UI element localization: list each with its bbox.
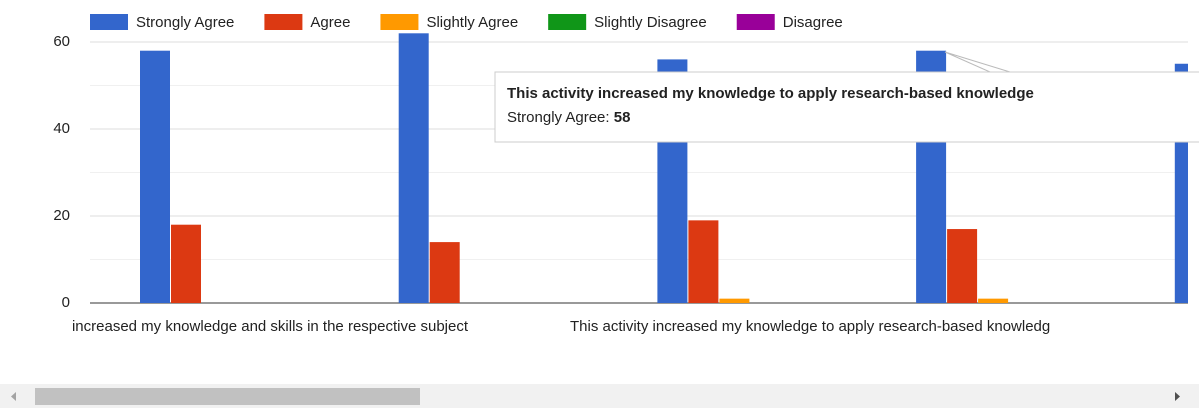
y-tick-label: 20 xyxy=(53,207,70,224)
bar xyxy=(429,242,460,303)
bar xyxy=(140,50,170,304)
legend-swatch xyxy=(736,14,775,30)
x-tick-label: This activity increased my knowledge to … xyxy=(570,318,1050,335)
legend-label: Slightly Agree xyxy=(426,14,518,31)
tooltip-series: Strongly Agree: xyxy=(507,109,610,126)
y-tick-label: 0 xyxy=(62,294,70,311)
scroll-thumb[interactable] xyxy=(35,388,420,405)
legend: Strongly Agree Agree Slightly Agree Slightl… xyxy=(90,14,843,31)
tooltip-value: 58 xyxy=(614,109,631,126)
tooltip-box xyxy=(494,71,1199,143)
bar xyxy=(978,298,1009,303)
tooltip-title: This activity increased my knowledge to … xyxy=(507,85,1034,102)
y-tick-label: 60 xyxy=(53,33,70,50)
tooltip-label: Strongly Agree: 58 xyxy=(507,109,630,126)
tooltip: This activity increased my knowledge to … xyxy=(494,51,1199,143)
legend-swatch xyxy=(380,14,419,30)
scroll-left-arrow[interactable] xyxy=(11,392,16,401)
legend-swatch xyxy=(264,14,303,30)
bar xyxy=(688,220,719,303)
y-tick-label: 40 xyxy=(53,120,70,137)
x-tick-label: increased my knowledge and skills in the… xyxy=(72,318,469,335)
legend-swatch xyxy=(90,14,128,30)
legend-label: Slightly Disagree xyxy=(594,14,707,31)
legend-label: Agree xyxy=(310,14,350,31)
legend-swatch xyxy=(548,14,587,30)
bar xyxy=(947,229,978,303)
bar xyxy=(398,33,429,304)
legend-label: Strongly Agree xyxy=(136,14,234,31)
scrollbar[interactable] xyxy=(0,384,1199,408)
bar xyxy=(171,224,201,303)
legend-label: Disagree xyxy=(783,14,843,31)
tooltip-pointer xyxy=(944,51,1011,73)
bar xyxy=(719,298,750,303)
scroll-right-arrow[interactable] xyxy=(1175,392,1180,401)
